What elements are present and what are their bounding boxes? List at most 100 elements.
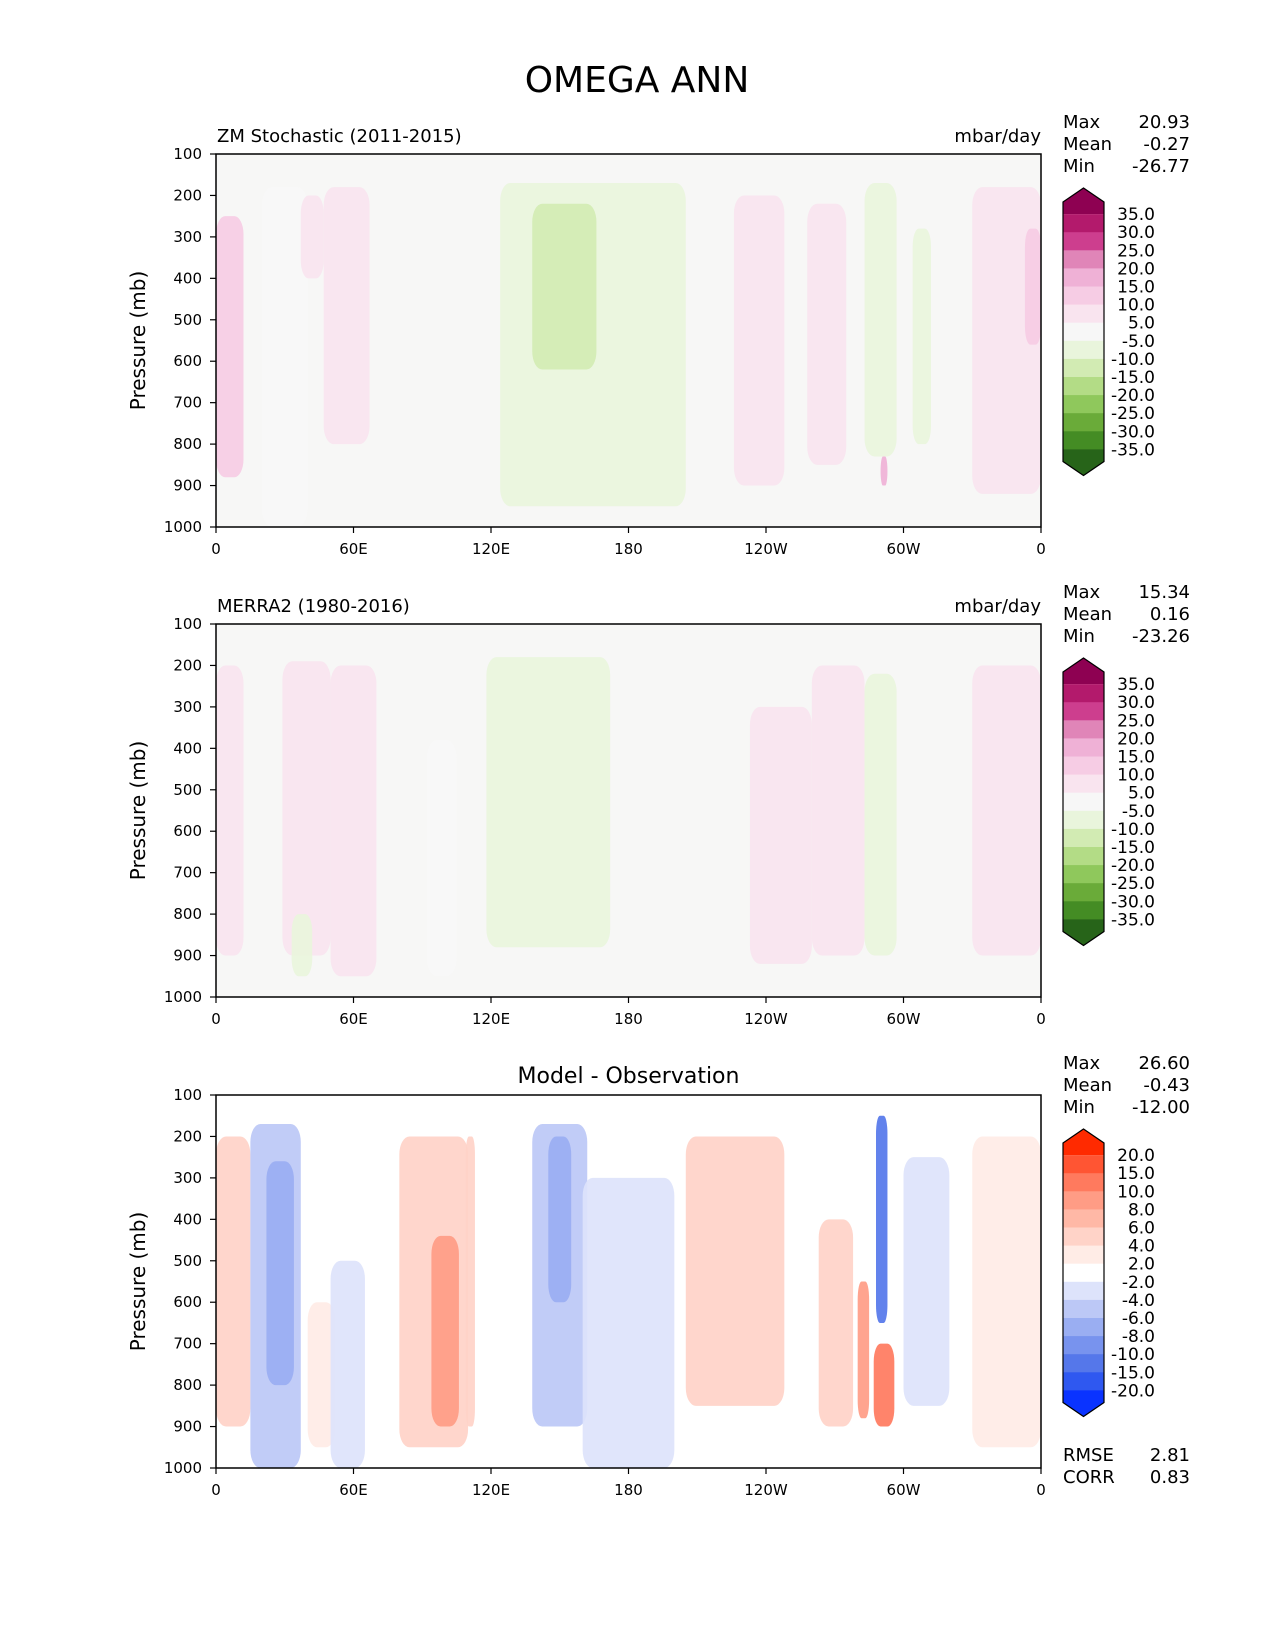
xtick-label: 60W bbox=[887, 540, 921, 558]
ytick-label: 200 bbox=[173, 186, 202, 204]
field-feature bbox=[426, 740, 457, 977]
colorbar-segment bbox=[1063, 774, 1104, 794]
xtick-label: 120W bbox=[744, 540, 788, 558]
colorbar-label: 20.0 bbox=[1117, 1146, 1155, 1166]
stat-value: 0.16 bbox=[1150, 604, 1190, 625]
colorbar-label: 4.0 bbox=[1128, 1237, 1155, 1257]
colorbar-extend-top bbox=[1063, 1129, 1104, 1156]
colorbar-segment bbox=[1063, 1336, 1104, 1355]
stat-label: Min bbox=[1063, 156, 1095, 177]
field-feature bbox=[330, 1260, 365, 1468]
ytick-label: 600 bbox=[173, 352, 202, 370]
ytick-label: 200 bbox=[173, 1127, 202, 1145]
field-feature bbox=[903, 1157, 950, 1406]
colorbar-label: -20.0 bbox=[1111, 856, 1155, 876]
colorbar-segment bbox=[1063, 883, 1104, 902]
colorbar-segment bbox=[1063, 738, 1104, 757]
colorbar-label: 30.0 bbox=[1117, 223, 1155, 243]
colorbar-label: 25.0 bbox=[1117, 241, 1155, 261]
xtick-label: 60E bbox=[339, 1010, 368, 1028]
stat-value: 20.93 bbox=[1138, 112, 1190, 133]
field-feature bbox=[548, 1136, 572, 1303]
stat-label: Min bbox=[1063, 626, 1095, 647]
xtick-label: 180 bbox=[614, 1010, 643, 1028]
colorbar-segment bbox=[1063, 1155, 1104, 1174]
field-feature bbox=[330, 665, 377, 977]
colorbar-segment bbox=[1063, 268, 1104, 287]
field-feature bbox=[323, 187, 370, 445]
xtick-label: 0 bbox=[1036, 540, 1046, 558]
ytick-label: 700 bbox=[173, 1335, 202, 1353]
colorbar: 35.030.025.020.015.010.05.0-5.0-10.0-15.… bbox=[1062, 657, 1155, 947]
colorbar-label: 25.0 bbox=[1117, 711, 1155, 731]
field-feature bbox=[216, 665, 244, 956]
stat-value: 26.60 bbox=[1138, 1053, 1190, 1074]
ytick-label: 800 bbox=[173, 905, 202, 923]
colorbar-label: 35.0 bbox=[1117, 205, 1155, 225]
colorbar-segment bbox=[1063, 901, 1104, 920]
colorbar-label: -25.0 bbox=[1111, 874, 1155, 894]
ytick-label: 300 bbox=[173, 1169, 202, 1187]
colorbar-label: 10.0 bbox=[1117, 1182, 1155, 1202]
colorbar-label: -30.0 bbox=[1111, 422, 1155, 442]
colorbar-label: 15.0 bbox=[1117, 748, 1155, 768]
field-feature bbox=[972, 187, 1041, 494]
colorbar-segment bbox=[1063, 322, 1104, 342]
field-feature bbox=[300, 195, 324, 279]
stat-value: -0.27 bbox=[1143, 134, 1190, 155]
panel-units: mbar/day bbox=[954, 126, 1041, 147]
panel-3: 100 200 300 400 500 600 700 800 900 1000 0 60E 120E 1… bbox=[126, 1053, 1190, 1499]
field-feature bbox=[873, 1343, 895, 1427]
colorbar-label: -8.0 bbox=[1122, 1327, 1155, 1347]
colorbar-extend-top bbox=[1063, 188, 1104, 215]
ytick-label: 200 bbox=[173, 656, 202, 674]
colorbar-label: -10.0 bbox=[1111, 820, 1155, 840]
ytick-label: 700 bbox=[173, 394, 202, 412]
colorbar-segment bbox=[1063, 1354, 1104, 1373]
ytick-label: 900 bbox=[173, 477, 202, 495]
colorbar-segment bbox=[1063, 377, 1104, 396]
field-feature bbox=[864, 183, 897, 457]
field-feature bbox=[465, 1136, 475, 1427]
colorbar-outline bbox=[1062, 657, 1105, 947]
field-feature bbox=[876, 1115, 888, 1323]
colorbar-segment bbox=[1063, 286, 1104, 306]
stat-label: Max bbox=[1063, 1053, 1101, 1074]
panel-left-title: MERRA2 (1980-2016) bbox=[217, 596, 410, 617]
field-feature bbox=[818, 1219, 854, 1427]
colorbar-segment bbox=[1063, 395, 1104, 414]
panel-1: 100 200 300 400 500 600 700 800 900 1000 0 60E 120E 1… bbox=[126, 112, 1190, 558]
colorbar-outline bbox=[1062, 1128, 1105, 1418]
colorbar: 35.030.025.020.015.010.05.0-5.0-10.0-15.… bbox=[1062, 187, 1155, 477]
field-feature bbox=[1024, 228, 1041, 345]
colorbar-segment bbox=[1063, 413, 1104, 432]
stat-value: 15.34 bbox=[1138, 582, 1190, 603]
y-axis-label: Pressure (mb) bbox=[126, 741, 150, 881]
xtick-label: 60E bbox=[339, 1481, 368, 1499]
ytick-label: 1000 bbox=[164, 518, 202, 536]
colorbar-extend-bottom bbox=[1063, 1390, 1104, 1417]
y-axis-label: Pressure (mb) bbox=[126, 271, 150, 411]
colorbar-segment bbox=[1063, 1263, 1104, 1283]
ytick-label: 400 bbox=[173, 1210, 202, 1228]
colorbar-label: 15.0 bbox=[1117, 1164, 1155, 1184]
ytick-label: 1000 bbox=[164, 1459, 202, 1477]
field-feature bbox=[486, 657, 611, 948]
field-feature bbox=[582, 1177, 675, 1468]
panel-left-title: ZM Stochastic (2011-2015) bbox=[217, 126, 462, 147]
field-feature bbox=[261, 187, 308, 527]
colorbar-segment bbox=[1063, 1372, 1104, 1391]
colorbar-segment bbox=[1063, 340, 1104, 360]
stat-value: -12.00 bbox=[1132, 1097, 1190, 1118]
colorbar-label: 6.0 bbox=[1128, 1219, 1155, 1239]
stat-value: -23.26 bbox=[1132, 626, 1190, 647]
colorbar-label: 15.0 bbox=[1117, 278, 1155, 298]
figure-title: OMEGA ANN bbox=[525, 60, 750, 101]
field-feature bbox=[807, 203, 847, 465]
colorbar-label: -6.0 bbox=[1122, 1309, 1155, 1329]
colorbar-segment bbox=[1063, 1299, 1104, 1319]
ytick-label: 100 bbox=[173, 145, 202, 163]
panel-2: 100 200 300 400 500 600 700 800 900 1000 0 60E 120E 1… bbox=[126, 582, 1190, 1028]
ytick-label: 500 bbox=[173, 1252, 202, 1270]
